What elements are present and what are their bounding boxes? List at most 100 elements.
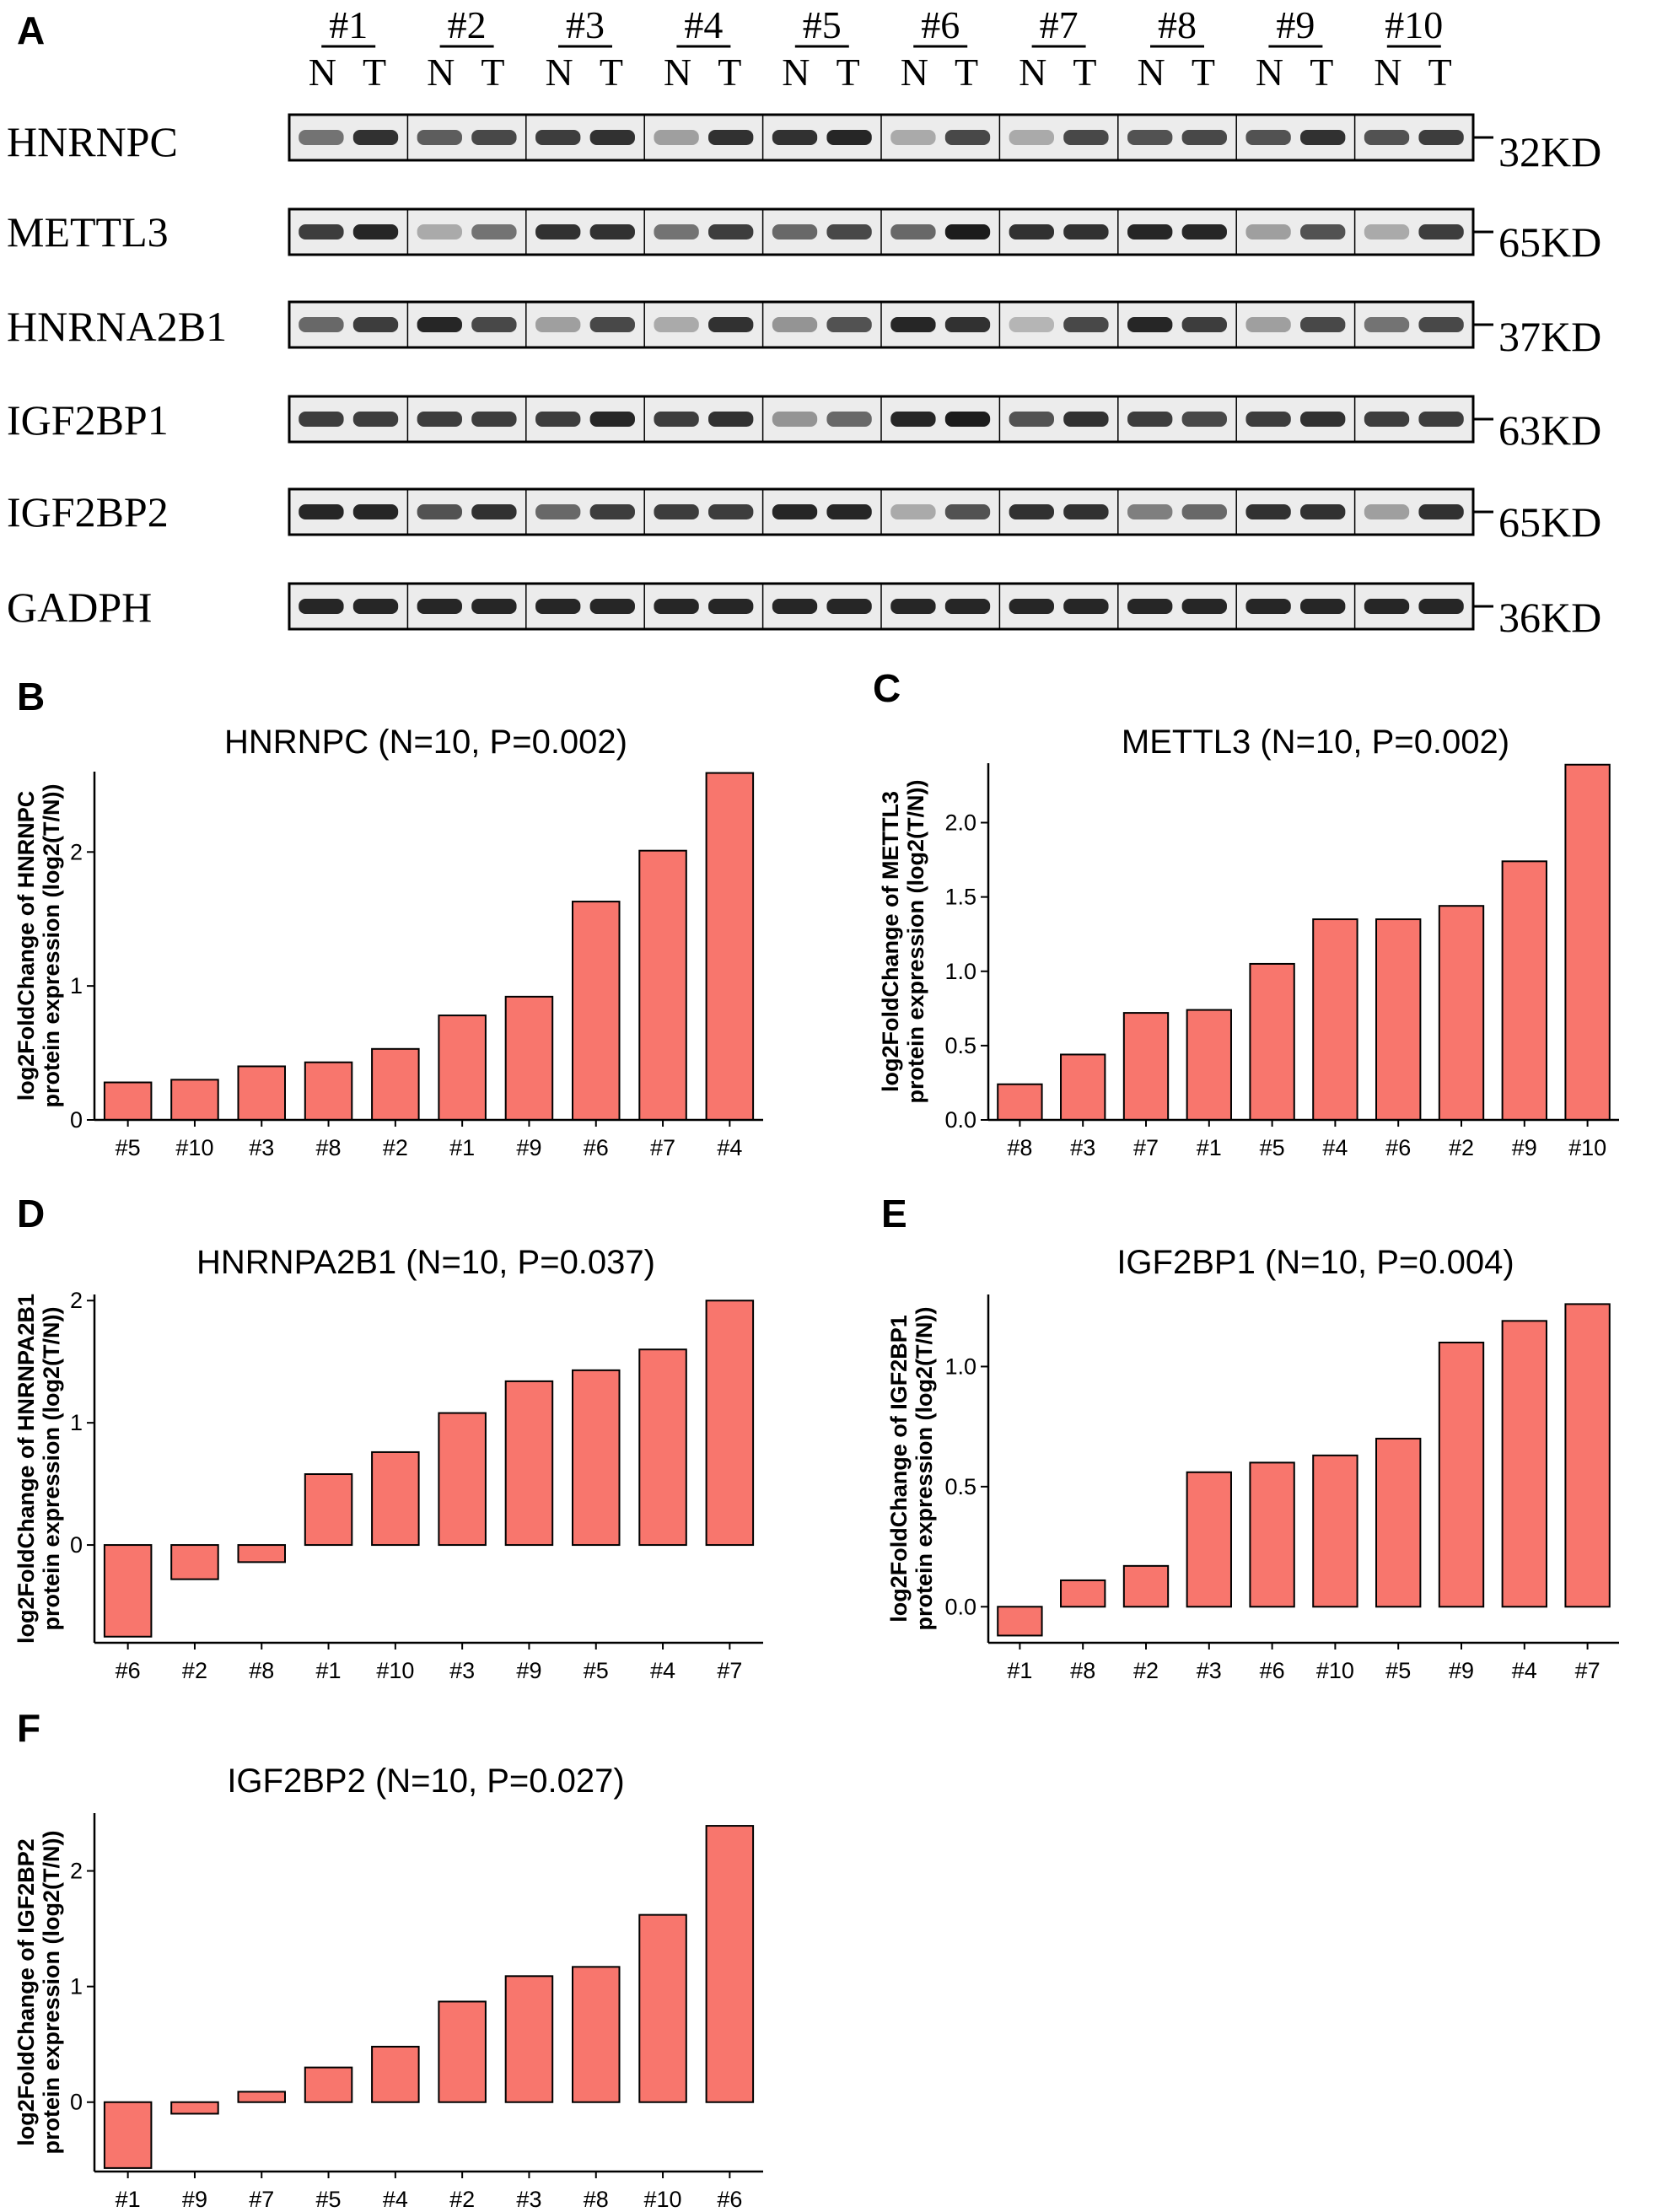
y-tick-label: 2 — [70, 1288, 83, 1313]
lane-label-t: T — [718, 51, 741, 94]
blot-band — [1127, 412, 1173, 427]
blot-band — [654, 317, 699, 332]
y-axis-label: protein expression (log2(T/N)) — [39, 1306, 64, 1630]
blot-band — [1009, 130, 1054, 145]
x-tick-label: #5 — [1385, 1658, 1411, 1683]
blot-band — [1063, 412, 1109, 427]
y-tick-label: 0 — [70, 2090, 83, 2115]
x-tick-label: #9 — [1512, 1135, 1537, 1160]
bar — [1249, 962, 1295, 1121]
bar — [371, 1450, 420, 1547]
y-tick-label: 0.0 — [944, 1107, 976, 1133]
sample-label: #8 — [1158, 3, 1197, 46]
blot-band — [944, 317, 991, 332]
blot-band — [352, 504, 399, 519]
protein-label: HNRNA2B1 — [7, 303, 227, 350]
bar — [571, 1369, 621, 1547]
bar — [170, 1079, 219, 1122]
x-tick-label: #3 — [449, 1658, 475, 1683]
bar — [638, 849, 687, 1121]
x-tick-label: #4 — [383, 2187, 408, 2212]
blot-band — [1418, 412, 1464, 427]
x-tick-label: #10 — [175, 1135, 213, 1160]
panel-letter-a: A — [17, 8, 45, 52]
blot-band — [535, 130, 581, 145]
blot-band — [708, 504, 754, 519]
x-tick-label: #6 — [116, 1658, 141, 1683]
bar — [438, 1015, 487, 1121]
x-tick-label: #1 — [1197, 1135, 1222, 1160]
bar — [1438, 905, 1485, 1121]
blot-band — [1181, 130, 1227, 145]
x-tick-label: #6 — [1260, 1658, 1285, 1683]
blot-band — [890, 130, 936, 145]
lane-label-n: N — [1374, 51, 1401, 94]
blot-band — [826, 130, 872, 145]
y-tick-label: 0 — [70, 1107, 83, 1133]
blot-band — [1181, 599, 1227, 614]
bar — [103, 1081, 153, 1121]
x-tick-label: #4 — [1512, 1658, 1537, 1683]
lane-label-t: T — [363, 51, 386, 94]
x-tick-label: #6 — [584, 1135, 609, 1160]
x-tick-label: #5 — [584, 1658, 609, 1683]
bar — [997, 1606, 1043, 1637]
blot-band — [826, 224, 872, 239]
lane-label-n: N — [427, 51, 455, 94]
x-tick-label: #1 — [1007, 1658, 1032, 1683]
blot-band — [1009, 599, 1054, 614]
blot-band — [352, 224, 399, 239]
blot-band — [589, 317, 635, 332]
bar — [1312, 918, 1358, 1121]
x-tick-label: #5 — [116, 1135, 141, 1160]
lane-label-t: T — [1073, 51, 1096, 94]
x-tick-label: #6 — [1385, 1135, 1411, 1160]
x-tick-label: #7 — [249, 2187, 274, 2212]
blot-band — [944, 224, 991, 239]
bar — [170, 2101, 219, 2115]
blot-band — [1418, 599, 1464, 614]
chart-hnrnpa2b1: HNRNPA2B1 (N=10, P=0.037) log2FoldChange … — [13, 1244, 763, 1683]
bar — [1564, 763, 1611, 1121]
blot-band — [772, 599, 818, 614]
bar — [997, 1083, 1043, 1121]
x-tick-label: #7 — [1133, 1135, 1159, 1160]
marker-label: 32KD — [1498, 128, 1601, 175]
sample-label: #10 — [1385, 3, 1443, 46]
y-tick-label: 2 — [70, 1859, 83, 1884]
x-tick-label: #3 — [516, 2187, 541, 2212]
x-tick-label: #8 — [1070, 1658, 1095, 1683]
marker-label: 65KD — [1498, 218, 1601, 266]
x-tick-label: #3 — [1197, 1658, 1222, 1683]
blot-band — [772, 317, 818, 332]
protein-label: HNRNPC — [7, 118, 178, 165]
lane-label-t: T — [1192, 51, 1215, 94]
lane-label-n: N — [1019, 51, 1046, 94]
blot-band — [1245, 130, 1291, 145]
bar — [638, 1913, 687, 2103]
chart-igf2bp2: IGF2BP2 (N=10, P=0.027) log2FoldChange of… — [13, 1763, 763, 2212]
blot-band — [1181, 224, 1227, 239]
bar — [103, 2101, 153, 2169]
blot-band — [352, 317, 399, 332]
blot-band — [1245, 317, 1291, 332]
x-tick-label: #3 — [249, 1135, 274, 1160]
x-tick-label: #4 — [717, 1135, 742, 1160]
blot-band — [417, 317, 462, 332]
protein-label: METTL3 — [7, 208, 169, 256]
y-tick-label: 1 — [70, 973, 83, 998]
blot-band — [826, 599, 872, 614]
bar — [705, 772, 755, 1121]
bar — [103, 1544, 153, 1638]
blot-band — [471, 504, 517, 519]
bar — [1375, 918, 1422, 1121]
bar — [1249, 1461, 1295, 1608]
chart-mettl3: METTL3 (N=10, P=0.002) log2FoldChange of … — [878, 724, 1619, 1160]
x-tick-label: #4 — [1322, 1135, 1348, 1160]
chart-hnrnpc: HNRNPC (N=10, P=0.002) log2FoldChange of … — [13, 724, 763, 1160]
x-tick-label: #2 — [182, 1658, 207, 1683]
y-tick-label: 2.0 — [944, 810, 976, 836]
bar — [504, 995, 554, 1122]
blot-band — [589, 412, 635, 427]
marker-label: 63KD — [1498, 406, 1601, 454]
